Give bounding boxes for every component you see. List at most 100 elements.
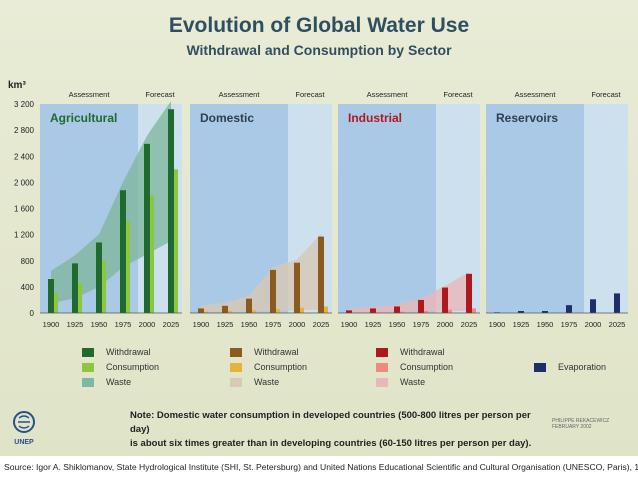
- consumption-bar: [252, 310, 256, 313]
- legend-agri-consumption: Consumption: [82, 362, 159, 372]
- legend-ind-withdrawal: Withdrawal: [376, 347, 445, 357]
- legend-swatch: [230, 347, 242, 357]
- panel-title: Agricultural: [50, 111, 117, 125]
- legend-label: Consumption: [254, 362, 308, 372]
- legend-swatch: [230, 362, 242, 372]
- forecast-panel: [436, 104, 480, 313]
- consumption-bar: [174, 169, 178, 313]
- consumption-bar: [300, 307, 304, 313]
- withdrawal-bar: [48, 279, 54, 313]
- forecast-label: Forecast: [443, 90, 473, 99]
- legend-dom-consumption: Consumption: [230, 362, 307, 372]
- withdrawal-bar: [542, 311, 548, 313]
- unep-logo: UNEP: [8, 410, 40, 446]
- legend-swatch: [82, 362, 94, 372]
- withdrawal-bar: [270, 269, 276, 313]
- assessment-label: Assessment: [219, 90, 261, 99]
- withdrawal-bar: [566, 305, 572, 313]
- legend-dom-withdrawal: Withdrawal: [230, 347, 299, 357]
- panel-title: Reservoirs: [496, 111, 558, 125]
- legend-label: Withdrawal: [106, 347, 151, 357]
- x-tick-label: 1925: [67, 320, 84, 329]
- withdrawal-bar: [442, 287, 448, 313]
- unep-label: UNEP: [14, 439, 34, 446]
- note-line2: is about six times greater than in devel…: [130, 438, 532, 449]
- withdrawal-bar: [394, 306, 400, 313]
- waste-band-area: [201, 233, 321, 313]
- x-tick-label: 2025: [313, 320, 330, 329]
- x-tick-label: 2000: [437, 320, 454, 329]
- x-tick-label: 2025: [163, 320, 180, 329]
- withdrawal-bar: [294, 262, 300, 313]
- panel-title: Industrial: [348, 111, 402, 125]
- x-tick-label: 1950: [91, 320, 108, 329]
- legend-swatch: [376, 377, 388, 387]
- withdrawal-bar: [120, 190, 126, 313]
- chart-subtitle: Withdrawal and Consumption by Sector: [186, 42, 452, 58]
- x-tick-label: 2025: [609, 320, 626, 329]
- y-unit-label: km³: [8, 80, 26, 91]
- y-tick-label: 2 400: [14, 152, 35, 161]
- y-tick-label: 3 200: [14, 100, 35, 109]
- assessment-panel: [338, 104, 436, 313]
- y-tick-label: 2 000: [14, 178, 35, 187]
- y-tick-label: 1 200: [14, 231, 35, 240]
- withdrawal-bar: [222, 305, 228, 313]
- assessment-label: Assessment: [69, 90, 111, 99]
- x-tick-label: 1900: [489, 320, 506, 329]
- x-tick-label: 1925: [513, 320, 530, 329]
- note-label: Note:: [130, 410, 155, 421]
- consumption-bar: [424, 311, 428, 313]
- globe-icon: [13, 411, 35, 433]
- legend-label: Withdrawal: [400, 347, 445, 357]
- y-tick-label: 2 800: [14, 126, 35, 135]
- consumption-bar: [276, 309, 280, 313]
- consumption-bar: [150, 195, 154, 313]
- legend-ind-consumption: Consumption: [376, 362, 453, 372]
- x-tick-label: 2000: [289, 320, 306, 329]
- withdrawal-bar: [518, 311, 524, 313]
- x-tick-label: 1950: [537, 320, 554, 329]
- assessment-label: Assessment: [367, 90, 409, 99]
- consumption-bar: [126, 221, 130, 313]
- legend-swatch: [376, 347, 388, 357]
- legend-label: Consumption: [106, 362, 160, 372]
- assessment-panel: [486, 104, 584, 313]
- author-credit: PHILIPPE REKACEWICZ FEBRUARY 2002: [552, 418, 610, 430]
- legend-swatch: [230, 377, 242, 387]
- consumption-bar: [54, 293, 58, 313]
- x-tick-label: 1975: [561, 320, 578, 329]
- legend-swatch: [376, 362, 388, 372]
- withdrawal-bar: [590, 299, 596, 313]
- withdrawal-bar: [72, 263, 78, 313]
- footnote: Note: Domestic water consumption in deve…: [130, 409, 540, 451]
- forecast-label: Forecast: [591, 90, 621, 99]
- legend-label: Waste: [106, 377, 132, 387]
- legend-res-evaporation: Evaporation: [534, 362, 606, 372]
- forecast-panel: [584, 104, 628, 313]
- waste-band-area: [349, 272, 469, 313]
- withdrawal-bar: [466, 273, 472, 313]
- withdrawal-bar: [346, 310, 352, 313]
- consumption-bar: [78, 283, 82, 313]
- x-tick-label: 1900: [43, 320, 60, 329]
- y-tick-label: 0: [30, 309, 35, 318]
- legend-label: Consumption: [400, 362, 454, 372]
- x-tick-label: 1975: [265, 320, 282, 329]
- withdrawal-bar: [198, 308, 204, 313]
- source-line: Source: Igor A. Shiklomanov, State Hydro…: [0, 456, 638, 478]
- x-tick-label: 1925: [217, 320, 234, 329]
- withdrawal-bar: [144, 143, 150, 313]
- y-tick-label: 400: [21, 283, 35, 292]
- legend-label: Waste: [400, 377, 426, 387]
- x-tick-label: 1900: [341, 320, 358, 329]
- x-tick-label: 1950: [389, 320, 406, 329]
- withdrawal-bar: [614, 293, 620, 313]
- legend-ind-waste: Waste: [376, 377, 425, 387]
- x-tick-label: 1975: [413, 320, 430, 329]
- consumption-bar: [400, 311, 404, 313]
- withdrawal-bar: [246, 298, 252, 313]
- consumption-bar: [472, 308, 476, 313]
